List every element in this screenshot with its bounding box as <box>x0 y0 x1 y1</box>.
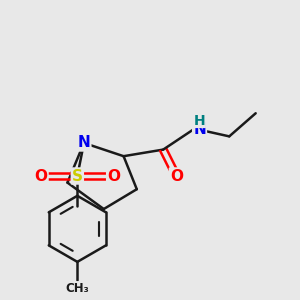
Text: H: H <box>194 113 205 128</box>
Text: O: O <box>34 169 47 184</box>
Text: N: N <box>78 136 90 151</box>
Text: S: S <box>72 169 83 184</box>
Text: O: O <box>107 169 120 184</box>
Text: O: O <box>170 169 183 184</box>
Text: N: N <box>193 122 206 137</box>
Text: CH₃: CH₃ <box>65 282 89 295</box>
